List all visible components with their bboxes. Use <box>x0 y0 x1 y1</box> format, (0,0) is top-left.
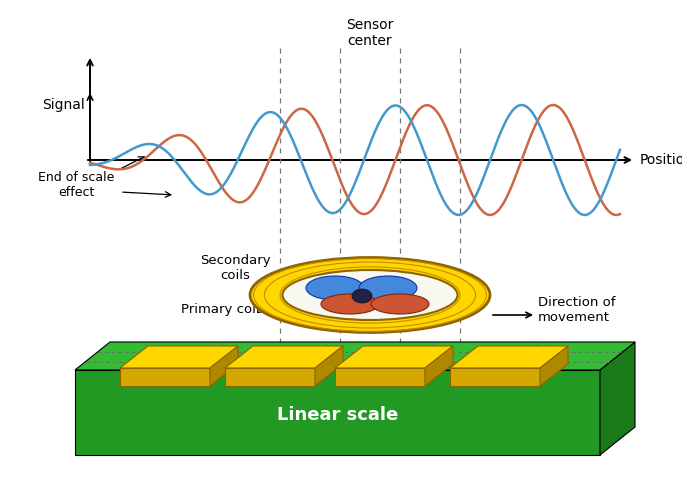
Polygon shape <box>540 346 568 386</box>
Text: Position: Position <box>640 153 682 167</box>
Ellipse shape <box>371 294 429 314</box>
Polygon shape <box>120 368 210 386</box>
Ellipse shape <box>321 294 379 314</box>
Polygon shape <box>225 368 315 386</box>
Text: Primary coil: Primary coil <box>181 303 259 317</box>
Polygon shape <box>225 346 343 368</box>
Polygon shape <box>450 368 540 386</box>
Polygon shape <box>600 342 635 455</box>
Text: Secondary
coils: Secondary coils <box>200 254 270 282</box>
Ellipse shape <box>282 270 458 320</box>
Text: Linear scale: Linear scale <box>277 407 398 425</box>
Text: Sensor
center: Sensor center <box>346 18 394 48</box>
Ellipse shape <box>359 276 417 300</box>
Text: Signal: Signal <box>42 98 85 112</box>
Polygon shape <box>335 346 453 368</box>
Polygon shape <box>120 346 238 368</box>
Polygon shape <box>75 370 600 455</box>
Ellipse shape <box>250 258 490 333</box>
Ellipse shape <box>306 276 364 300</box>
Polygon shape <box>210 346 238 386</box>
Ellipse shape <box>352 289 372 303</box>
Text: End of scale
effect: End of scale effect <box>38 171 115 199</box>
Polygon shape <box>75 342 635 370</box>
Text: Direction of
movement: Direction of movement <box>538 296 615 324</box>
Polygon shape <box>315 346 343 386</box>
Polygon shape <box>425 346 453 386</box>
Polygon shape <box>335 368 425 386</box>
Polygon shape <box>450 346 568 368</box>
